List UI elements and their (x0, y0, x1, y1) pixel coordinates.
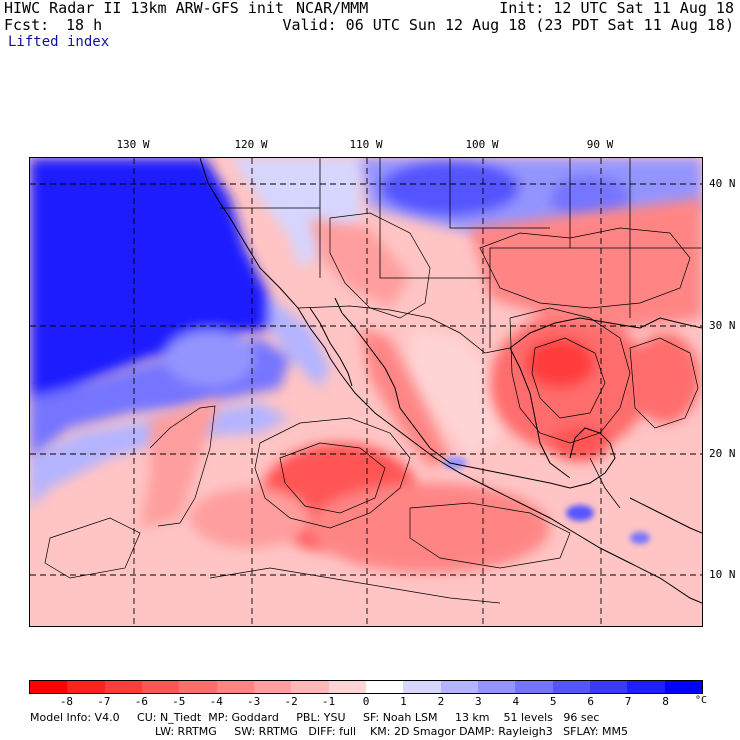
graticule (30, 158, 702, 626)
colorbar-tick-label: 0 (362, 695, 370, 708)
lon-label-100w: 100 W (465, 138, 499, 151)
colorbar-tick-label: -6 (134, 695, 148, 708)
lat-label-20n: 20 N (709, 447, 736, 460)
forecast-hour: 18 h (66, 16, 103, 34)
colorbar-tick-label: 1 (400, 695, 407, 708)
colorbar-segment (141, 681, 180, 693)
political-boundaries (220, 158, 702, 509)
colorbar-segment (440, 681, 478, 693)
colorbar (29, 680, 703, 694)
colorbar-tick-label: -4 (209, 695, 223, 708)
colorbar-segment (552, 681, 590, 693)
colorbar-tick-label: 3 (475, 695, 482, 708)
colorbar-segment (515, 681, 553, 693)
colorbar-segment (477, 681, 516, 693)
colorbar-tick-label: -7 (97, 695, 111, 708)
colorbar-segment (179, 681, 217, 693)
contours (44, 212, 699, 604)
lat-label-30n: 30 N (709, 319, 736, 332)
colorbar-tick-label: -1 (321, 695, 336, 708)
colorbar-tick-label: -5 (172, 695, 186, 708)
colorbar-segment (664, 681, 702, 693)
colorbar-segment (403, 681, 441, 693)
colorbar-tick-label: 7 (624, 695, 632, 708)
colorbar-tick-label: -8 (59, 695, 74, 708)
lifted-index-map (29, 157, 703, 627)
model-info-line-1: Model Info: V4.0 CU: N_Tiedt MP: Goddard… (30, 711, 600, 724)
colorbar-tick-label: 2 (437, 695, 445, 708)
colorbar-unit: °C (695, 695, 708, 706)
agency-label: NCAR/MMM (296, 0, 369, 17)
colorbar-segment (365, 681, 404, 693)
field-name: Lifted index (8, 34, 110, 50)
colorbar-segment (253, 681, 292, 693)
lon-label-110w: 110 W (349, 138, 383, 151)
colorbar-segment (67, 681, 105, 693)
forecast-label: Fcst: (4, 16, 50, 34)
colorbar-segment (30, 681, 68, 693)
valid-time: Valid: 06 UTC Sun 12 Aug 18 (23 PDT Sat … (282, 16, 734, 34)
colorbar-tick-label: 5 (549, 695, 557, 708)
colorbar-segment (216, 681, 254, 693)
chart-title: HIWC Radar II 13km ARW-GFS init (4, 0, 284, 17)
lat-label-40n: 40 N (709, 177, 736, 190)
coastlines (199, 158, 702, 604)
unstable-field-shading (140, 198, 702, 573)
colorbar-segment (104, 681, 142, 693)
lon-label-130w: 130 W (116, 138, 150, 151)
colorbar-segment (627, 681, 665, 693)
colorbar-tick-label: -2 (284, 695, 298, 708)
colorbar-tick-label: -3 (247, 695, 261, 708)
colorbar-segment (589, 681, 628, 693)
model-info-line-2: LW: RRTMG SW: RRTMG DIFF: full KM: 2D Sm… (155, 725, 628, 738)
colorbar-tick-label: 6 (587, 695, 594, 708)
init-time: Init: 12 UTC Sat 11 Aug 18 (499, 0, 734, 17)
lon-label-120w: 120 W (234, 138, 268, 151)
lat-label-10n: 10 N (709, 568, 736, 581)
colorbar-tick-label: 8 (662, 695, 669, 708)
colorbar-segment (291, 681, 329, 693)
lon-label-90w: 90 W (586, 138, 614, 151)
colorbar-tick-label: 4 (512, 695, 520, 708)
colorbar-segment (328, 681, 366, 693)
